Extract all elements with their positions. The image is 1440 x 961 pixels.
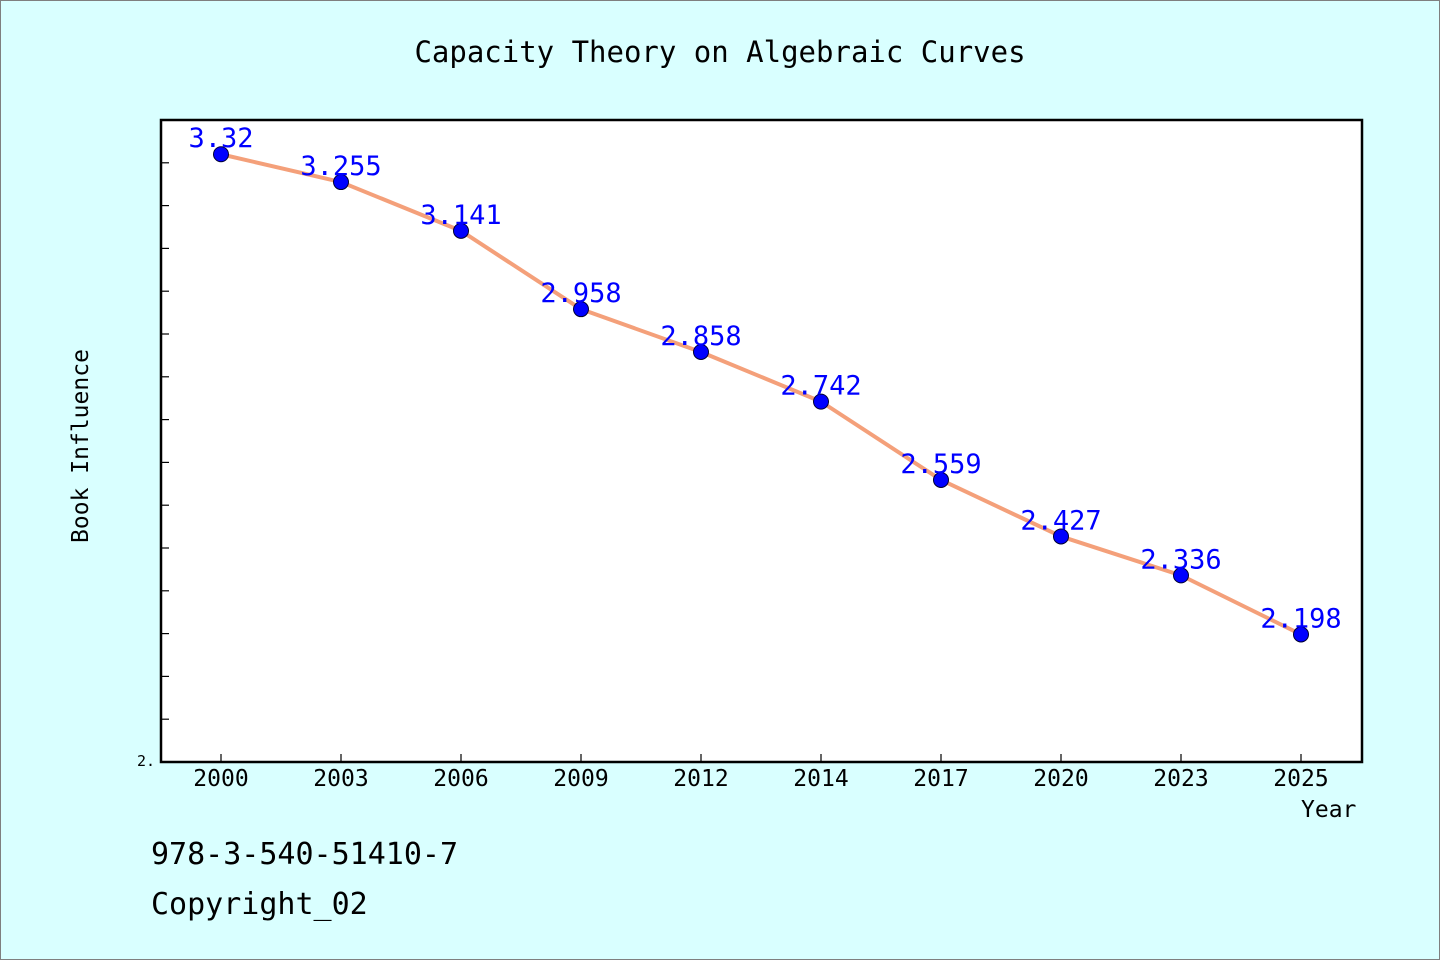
data-point [1293,626,1309,643]
data-point [933,471,949,488]
data-point [333,174,349,191]
y-tick-label: 2. [137,752,155,770]
data-label: 3.255 [300,151,381,182]
data-label: 2.198 [1260,603,1341,634]
x-tick-label: 2000 [193,766,248,792]
x-tick-label: 2014 [793,766,848,792]
data-label: 2.958 [540,278,621,309]
data-point [1053,528,1069,545]
chart-title: Capacity Theory on Algebraic Curves [414,35,1026,69]
copyright-text: Copyright_02 [151,887,368,922]
x-tick-label: 2009 [553,766,608,792]
data-label: 3.32 [188,123,253,154]
x-tick-label: 2006 [433,766,488,792]
data-point [1173,567,1189,584]
plot-frame [159,118,1364,764]
plot-area [161,120,1362,762]
series-line [220,152,1302,637]
data-label: 2.742 [780,371,861,402]
data-point [213,146,229,163]
data-label: 2.427 [1020,505,1101,536]
data-point [813,393,829,410]
data-label: 2.559 [900,449,981,480]
data-label: 2.336 [1140,544,1221,575]
data-point [453,222,469,239]
x-tick-label: 2025 [1273,766,1328,792]
x-tick-label: 2017 [913,766,968,792]
x-tick-label: 2023 [1153,766,1208,792]
x-tick-label: 2012 [673,766,728,792]
data-label: 2.858 [660,321,741,352]
isbn-text: 978-3-540-51410-7 [151,837,459,872]
data-label: 3.141 [420,200,501,231]
data-point [693,343,709,360]
x-tick-label: 2003 [313,766,368,792]
x-axis-label: Year [1301,797,1357,823]
x-tick-label: 2020 [1033,766,1088,792]
data-point [573,301,589,318]
